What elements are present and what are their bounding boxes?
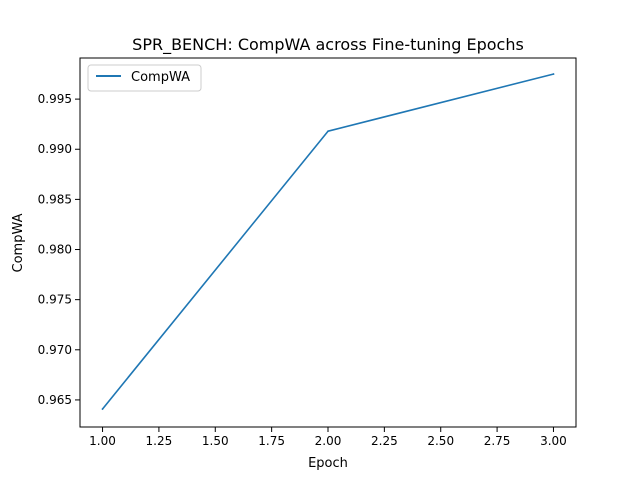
x-tick-label: 1.00 <box>89 434 116 448</box>
y-tick-label: 0.990 <box>38 142 72 156</box>
y-tick-label: 0.970 <box>38 343 72 357</box>
x-axis: 1.00 1.25 1.50 1.75 2.00 2.25 2.50 2.75 3.00 <box>89 427 567 448</box>
series-layer <box>101 73 555 411</box>
plot-area: 1.00 1.25 1.50 1.75 2.00 2.25 2.50 2.75 3.00 0.9… <box>38 57 577 448</box>
y-tick-label: 0.975 <box>38 293 72 307</box>
chart-title: SPR_BENCH: CompWA across Fine-tuning Epo… <box>132 35 524 55</box>
y-tick-label: 0.980 <box>38 243 72 257</box>
x-tick-label: 2.00 <box>315 434 342 448</box>
x-axis-label: Epoch <box>308 456 348 471</box>
legend-label-compwa: CompWA <box>131 70 190 85</box>
x-tick-label: 1.75 <box>258 434 285 448</box>
y-tick-label: 0.985 <box>38 192 72 206</box>
x-tick-label: 2.75 <box>484 434 511 448</box>
data-point <box>101 408 104 410</box>
x-tick-label: 1.25 <box>146 434 173 448</box>
legend: CompWA <box>87 64 202 92</box>
x-tick-label: 3.00 <box>540 434 567 448</box>
x-tick-label: 2.50 <box>427 434 454 448</box>
y-tick-label: 0.995 <box>38 92 72 106</box>
data-point <box>552 73 555 75</box>
data-point <box>327 130 329 132</box>
x-tick-label: 1.50 <box>202 434 229 448</box>
legend-box <box>87 64 202 92</box>
x-tick-label: 2.25 <box>371 434 398 448</box>
y-axis-label: CompWA <box>11 213 26 272</box>
y-axis: 0.965 0.970 0.975 0.980 0.985 0.990 0.995 <box>38 92 80 407</box>
y-tick-label: 0.965 <box>38 393 72 407</box>
